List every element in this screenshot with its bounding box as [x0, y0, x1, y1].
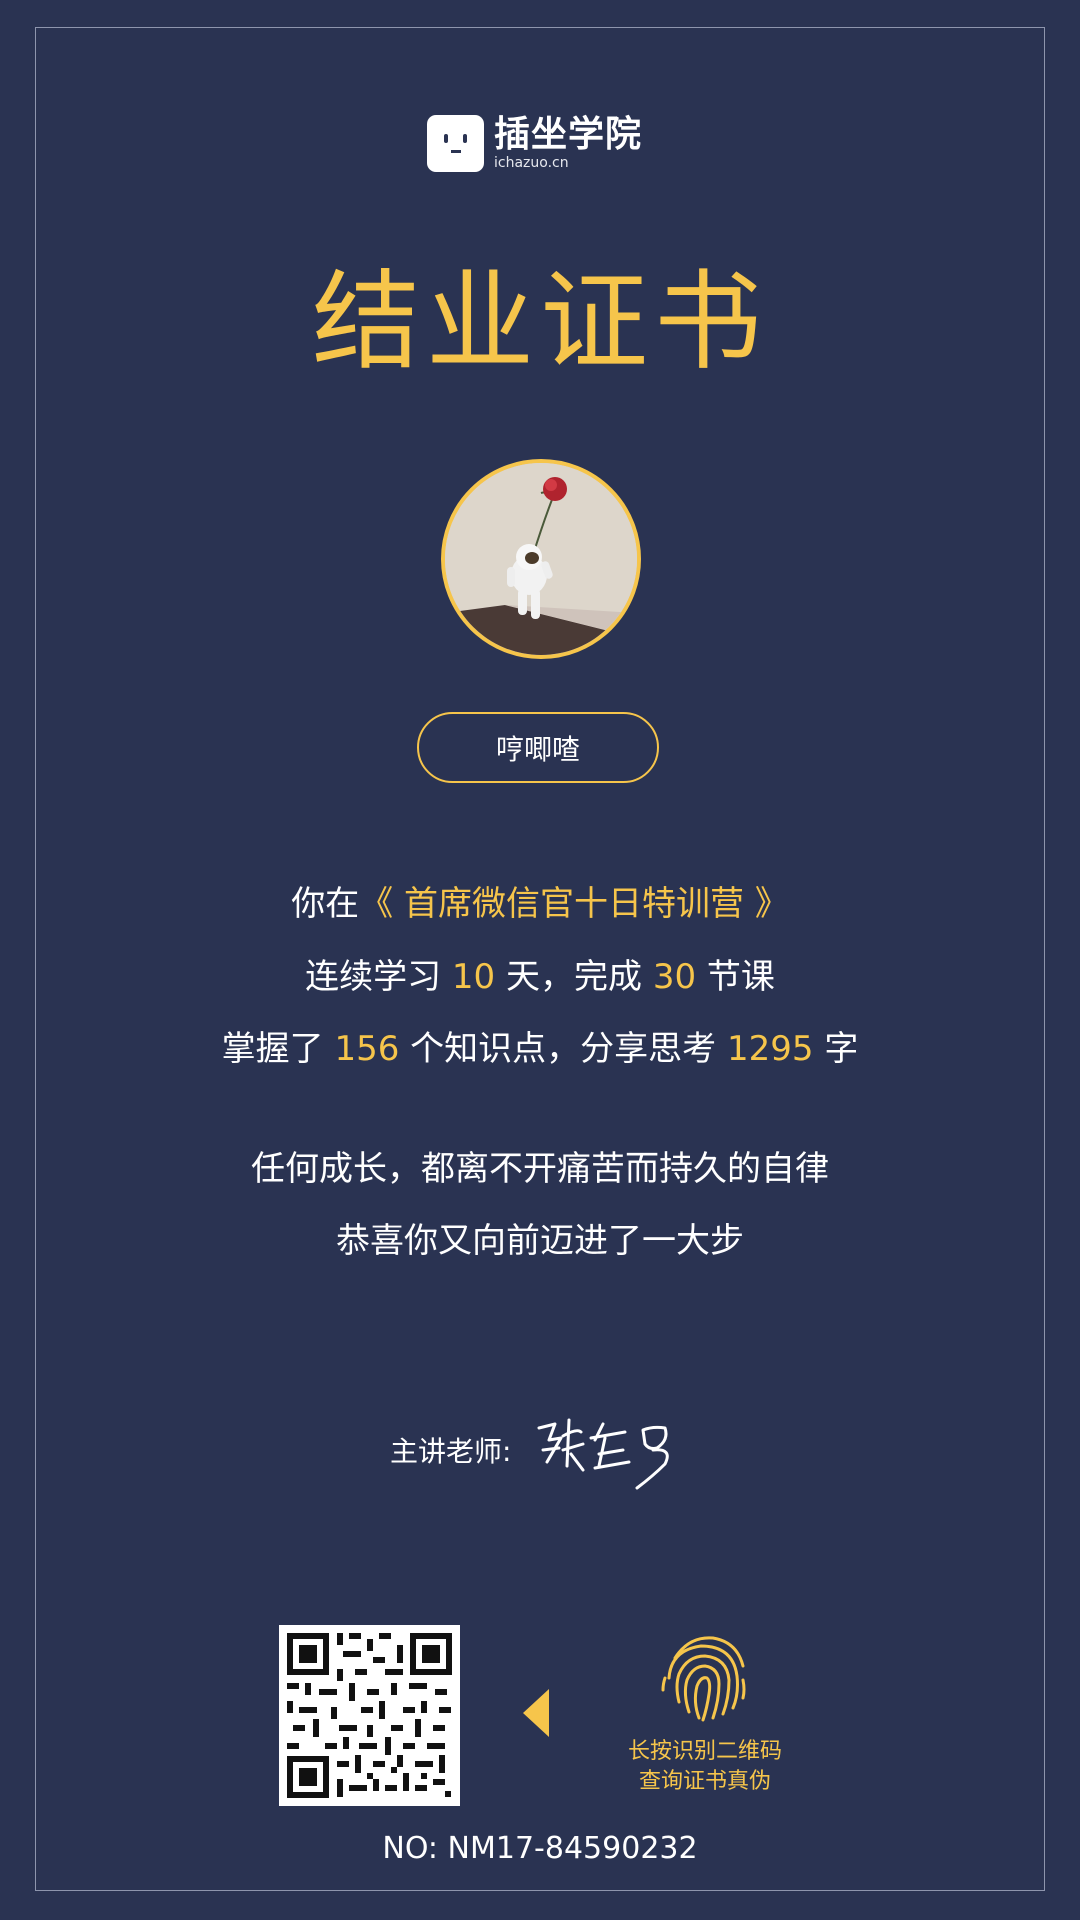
student-name-badge: 哼唧喳 [417, 712, 659, 783]
teacher-label: 主讲老师: [390, 1435, 512, 1468]
motto-line-2: 恭喜你又向前迈进了一大步 [336, 1221, 744, 1261]
certificate-border [35, 27, 1045, 1891]
avatar-astronaut-rose [445, 463, 637, 655]
certificate-title: 结业证书 [311, 260, 768, 385]
brand-url: ichazuo.cn [494, 155, 569, 171]
arrow-left-icon [523, 1689, 549, 1737]
knowledge-stats-line: 掌握了 156 个知识点，分享思考 1295 字 [221, 1029, 859, 1069]
knowledge-points-count: 156 [334, 1029, 400, 1069]
words-count: 1295 [727, 1029, 814, 1069]
study-stats-line: 连续学习 10 天，完成 30 节课 [305, 957, 775, 997]
brand-logo: 插坐学院 ichazuo.cn [427, 113, 642, 173]
verify-hint-line-2: 查询证书真伪 [638, 1769, 771, 1794]
fingerprint-icon [661, 1636, 746, 1722]
teacher-signature [537, 1418, 670, 1490]
verify-hint-line-1: 长按识别二维码 [627, 1739, 782, 1764]
qr-code-image [279, 1625, 460, 1806]
brand-name: 插坐学院 [494, 114, 643, 155]
course-name: 《 首席微信官十日特训营 》 [359, 884, 789, 924]
motto-line-1: 任何成长，都离不开痛苦而持久的自律 [251, 1149, 829, 1189]
avatar [441, 459, 641, 659]
teacher-row: 主讲老师: [390, 1410, 683, 1490]
qr-code[interactable] [279, 1625, 460, 1806]
course-line: 你在《 首席微信官十日特训营 》 [291, 884, 789, 924]
study-days: 10 [451, 957, 496, 997]
lessons-count: 30 [652, 957, 697, 997]
logo-face-icon [427, 114, 484, 172]
certificate-number: NO: NM17-84590232 [382, 1831, 698, 1866]
